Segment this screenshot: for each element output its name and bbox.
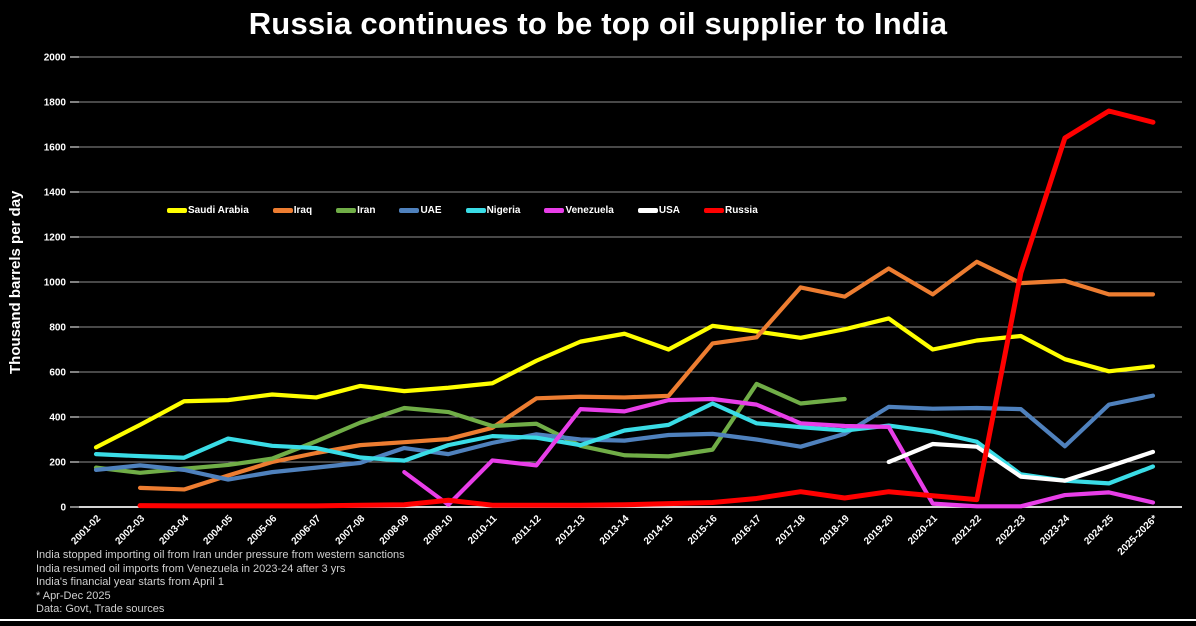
legend-item-saudi-arabia: Saudi Arabia <box>167 205 249 216</box>
legend-swatch-russia <box>703 208 724 213</box>
x-tick-label: 2024-25 <box>1082 513 1116 547</box>
x-tick-label: 2012-13 <box>554 513 588 547</box>
x-tick-label: 2015-16 <box>686 513 720 547</box>
legend-swatch-saudi-arabia <box>167 208 187 213</box>
x-tick-label: 2007-08 <box>334 513 368 547</box>
footnote-line-5: Data: Govt, Trade sources <box>36 603 165 616</box>
x-tick-label: 2004-05 <box>202 513 236 547</box>
x-tick-label: 2014-15 <box>642 513 676 547</box>
line-uae <box>93 393 1156 482</box>
legend-label-iraq: Iraq <box>293 205 313 216</box>
x-tick-label: 2003-04 <box>157 513 191 547</box>
legend-item-venezuela: Venezuela <box>544 205 614 216</box>
x-tick-label: 2021-22 <box>950 513 984 547</box>
y-tick-label: 0 <box>60 503 66 514</box>
x-tick-label: 2002-03 <box>113 513 147 547</box>
legend-swatch-iraq <box>272 208 293 213</box>
legend-item-iraq: Iraq <box>272 205 313 216</box>
legend-item-usa: USA <box>637 205 680 216</box>
legend-swatch-venezuela <box>544 208 565 213</box>
footnote-line-4: * Apr-Dec 2025 <box>36 589 111 602</box>
y-tick-label: 1800 <box>44 98 67 109</box>
legend-swatch-uae <box>399 208 420 213</box>
y-tick-label: 1200 <box>44 233 67 244</box>
y-tick-label: 1000 <box>44 278 67 289</box>
line-usa <box>886 441 1156 483</box>
line-iraq <box>137 259 1156 492</box>
bottom-border-line <box>0 619 1196 621</box>
footnote-line-2: India resumed oil imports from Venezuela… <box>36 562 346 575</box>
y-tick-label: 1600 <box>44 143 67 154</box>
y-tick-label: 2000 <box>44 53 67 64</box>
line-russia <box>137 108 1156 509</box>
legend-label-nigeria: Nigeria <box>486 205 521 216</box>
footnote-line-3: India's financial year starts from April… <box>36 576 224 589</box>
line-saudi-arabia <box>93 316 1156 450</box>
legend-item-iran: Iran <box>336 205 375 216</box>
line-iran <box>93 381 847 475</box>
x-tick-label: 2018-19 <box>818 513 852 547</box>
x-tick-label: 2017-18 <box>774 513 808 547</box>
x-tick-label: 2023-24 <box>1038 513 1072 547</box>
x-tick-label: 2010-11 <box>466 513 500 547</box>
x-tick-label: 2008-09 <box>378 513 412 547</box>
y-tick-label: 200 <box>49 458 66 469</box>
line-nigeria <box>93 401 1156 486</box>
y-tick-label: 1400 <box>44 188 67 199</box>
y-tick-label: 400 <box>49 413 66 424</box>
x-tick-label: 2011-12 <box>510 513 544 547</box>
legend-label-russia: Russia <box>724 205 758 216</box>
legend-item-nigeria: Nigeria <box>465 205 521 216</box>
y-tick-label: 600 <box>49 368 66 379</box>
legend-item-uae: UAE <box>399 205 442 216</box>
x-tick-label: 2005-06 <box>246 513 280 547</box>
chart-title: Russia continues to be top oil supplier … <box>248 6 948 41</box>
x-tick-label: 2006-07 <box>290 513 324 547</box>
x-tick-label: 2009-10 <box>422 513 456 547</box>
y-tick-label: 800 <box>49 323 66 334</box>
x-tick-label: 2016-17 <box>730 513 764 547</box>
legend-item-russia: Russia <box>703 205 758 216</box>
x-tick-label: 2001-02 <box>69 513 103 547</box>
legend-label-venezuela: Venezuela <box>565 205 614 216</box>
x-tick-label: 2019-20 <box>862 513 896 547</box>
legend-label-uae: UAE <box>420 205 442 216</box>
x-tick-label: 2020-21 <box>906 513 940 547</box>
x-tick-label: 2022-23 <box>994 513 1028 547</box>
footnotes: India stopped importing oil from Iran un… <box>36 549 405 617</box>
x-tick-label: 2025-2026* <box>1116 513 1160 557</box>
legend-label-usa: USA <box>658 205 680 216</box>
legend-swatch-nigeria <box>465 208 486 213</box>
x-tick-label: 2013-14 <box>598 513 632 547</box>
legend-swatch-iran <box>336 208 357 213</box>
legend-label-iran: Iran <box>357 205 376 216</box>
legend-swatch-usa <box>637 208 658 213</box>
footnote-line-1: India stopped importing oil from Iran un… <box>36 549 405 561</box>
legend: Saudi Arabia Iraq Iran UAE Nigeria Venezuela U… <box>167 205 758 216</box>
legend-label-saudi-arabia: Saudi Arabia <box>188 205 249 216</box>
line-venezuela <box>402 396 1156 509</box>
